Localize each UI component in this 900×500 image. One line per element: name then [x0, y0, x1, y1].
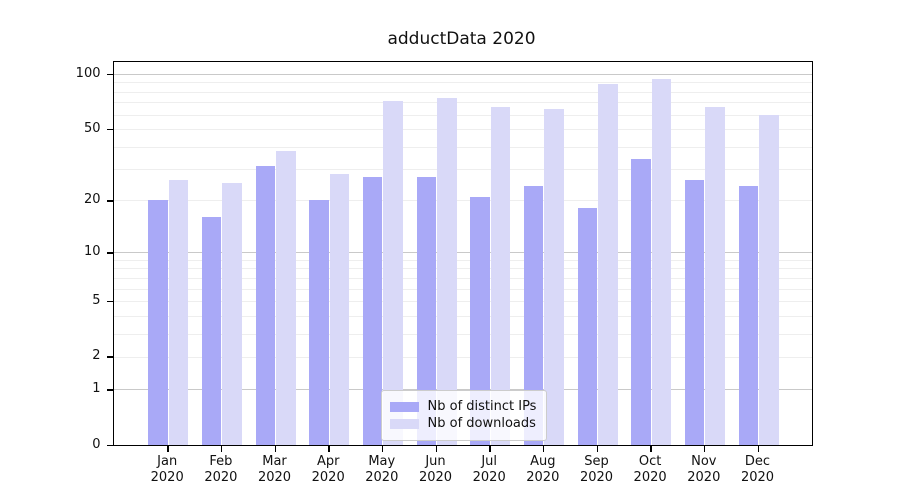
- x-tick-mark: [220, 445, 223, 452]
- legend-swatch-downloads: [389, 418, 419, 429]
- bar-nb-of-downloads: [276, 150, 296, 445]
- x-tick-mark: [542, 445, 545, 452]
- x-tick-mark: [435, 445, 437, 452]
- gridline-minor: [113, 168, 812, 170]
- gridline-minor: [113, 200, 812, 202]
- bar-nb-of-downloads: [383, 101, 403, 445]
- gridline-minor: [113, 356, 812, 358]
- y-tick-mark: [106, 356, 113, 358]
- x-tick-label: Sep 2020: [579, 454, 614, 485]
- x-tick-mark: [328, 445, 330, 452]
- y-tick-mark: [106, 444, 113, 447]
- x-tick-label: Jun 2020: [418, 454, 453, 485]
- bar-nb-of-downloads: [490, 107, 511, 445]
- x-tick-mark: [489, 445, 491, 452]
- bar-nb-of-distinct-ips: [631, 159, 651, 445]
- gridline-minor: [113, 277, 812, 279]
- y-tick-label: 20: [83, 192, 101, 207]
- gridline-minor: [113, 315, 812, 317]
- x-tick-mark: [381, 445, 384, 452]
- gridline-minor: [113, 82, 812, 84]
- y-tick-mark: [106, 252, 113, 254]
- x-tick-label: Oct 2020: [633, 454, 667, 485]
- gridline-major: [113, 74, 812, 75]
- gridline-minor: [113, 102, 812, 104]
- gridline-minor: [113, 333, 812, 335]
- bar-nb-of-downloads: [544, 109, 564, 445]
- legend-swatch-distinct-ips: [389, 401, 419, 412]
- legend-item-downloads: Nb of downloads: [389, 416, 537, 431]
- y-tick-label: 0: [92, 436, 101, 452]
- bar-nb-of-distinct-ips: [470, 196, 490, 445]
- x-tick-mark: [650, 445, 652, 452]
- gridline-minor: [113, 91, 812, 93]
- y-tick-mark: [106, 300, 113, 303]
- bar-nb-of-distinct-ips: [201, 217, 222, 445]
- chart-title: adductData 2020: [387, 29, 536, 49]
- x-tick-mark: [596, 445, 598, 452]
- x-tick-label: Feb 2020: [204, 454, 238, 485]
- x-tick-label: May 2020: [365, 454, 399, 485]
- gridline-minor: [113, 268, 812, 270]
- bar-nb-of-downloads: [759, 114, 779, 445]
- bar-nb-of-distinct-ips: [577, 208, 597, 445]
- x-tick-mark: [757, 445, 759, 452]
- x-tick-label: Aug 2020: [526, 454, 560, 485]
- gridline-major: [113, 389, 812, 391]
- legend-label-downloads: Nb of downloads: [427, 416, 536, 431]
- y-tick-label: 10: [83, 244, 101, 259]
- x-tick-mark: [274, 445, 276, 452]
- bar-nb-of-distinct-ips: [738, 186, 758, 445]
- y-tick-mark: [106, 389, 113, 391]
- y-tick-label: 100: [75, 65, 101, 81]
- x-tick-label: Nov 2020: [687, 454, 721, 485]
- y-tick-label: 5: [92, 292, 101, 308]
- gridline-minor: [113, 128, 812, 130]
- bar-nb-of-distinct-ips: [523, 186, 544, 445]
- gridline-minor: [113, 259, 812, 261]
- y-tick-label: 2: [92, 348, 101, 364]
- y-tick-mark: [106, 200, 113, 202]
- bar-nb-of-downloads: [222, 183, 242, 445]
- x-tick-label: Dec 2020: [740, 454, 775, 485]
- x-tick-label: Mar 2020: [257, 454, 292, 485]
- bar-nb-of-distinct-ips: [684, 180, 705, 445]
- bar-nb-of-distinct-ips: [309, 200, 329, 445]
- gridline-minor: [113, 114, 812, 116]
- y-tick-label: 1: [92, 381, 101, 396]
- bar-nb-of-downloads: [598, 84, 618, 445]
- x-tick-mark: [167, 445, 169, 452]
- gridline-major: [113, 252, 812, 254]
- x-tick-label: Jul 2020: [472, 454, 506, 485]
- gridline-minor: [113, 288, 812, 290]
- x-tick-label: Jan 2020: [150, 454, 184, 485]
- y-tick-mark: [106, 128, 113, 131]
- bar-nb-of-downloads: [168, 180, 189, 445]
- x-tick-label: Apr 2020: [311, 454, 345, 485]
- bar-nb-of-distinct-ips: [362, 177, 383, 445]
- y-tick-mark: [106, 73, 113, 76]
- legend-item-distinct-ips: Nb of distinct IPs: [389, 399, 537, 414]
- bar-nb-of-distinct-ips: [255, 166, 275, 445]
- bar-nb-of-downloads: [437, 97, 457, 445]
- bar-nb-of-distinct-ips: [416, 177, 436, 445]
- legend: Nb of distinct IPs Nb of downloads: [380, 390, 548, 441]
- x-tick-mark: [703, 445, 706, 452]
- gridline-minor: [113, 146, 812, 148]
- y-tick-label: 50: [83, 120, 101, 136]
- legend-label-distinct-ips: Nb of distinct IPs: [427, 399, 537, 414]
- bar-nb-of-downloads: [705, 107, 725, 445]
- plot-area: Nb of distinct IPs Nb of downloads: [112, 61, 813, 446]
- bar-nb-of-distinct-ips: [148, 200, 168, 445]
- bar-nb-of-downloads: [651, 78, 672, 445]
- gridline-minor: [113, 301, 812, 302]
- bar-nb-of-downloads: [329, 174, 350, 445]
